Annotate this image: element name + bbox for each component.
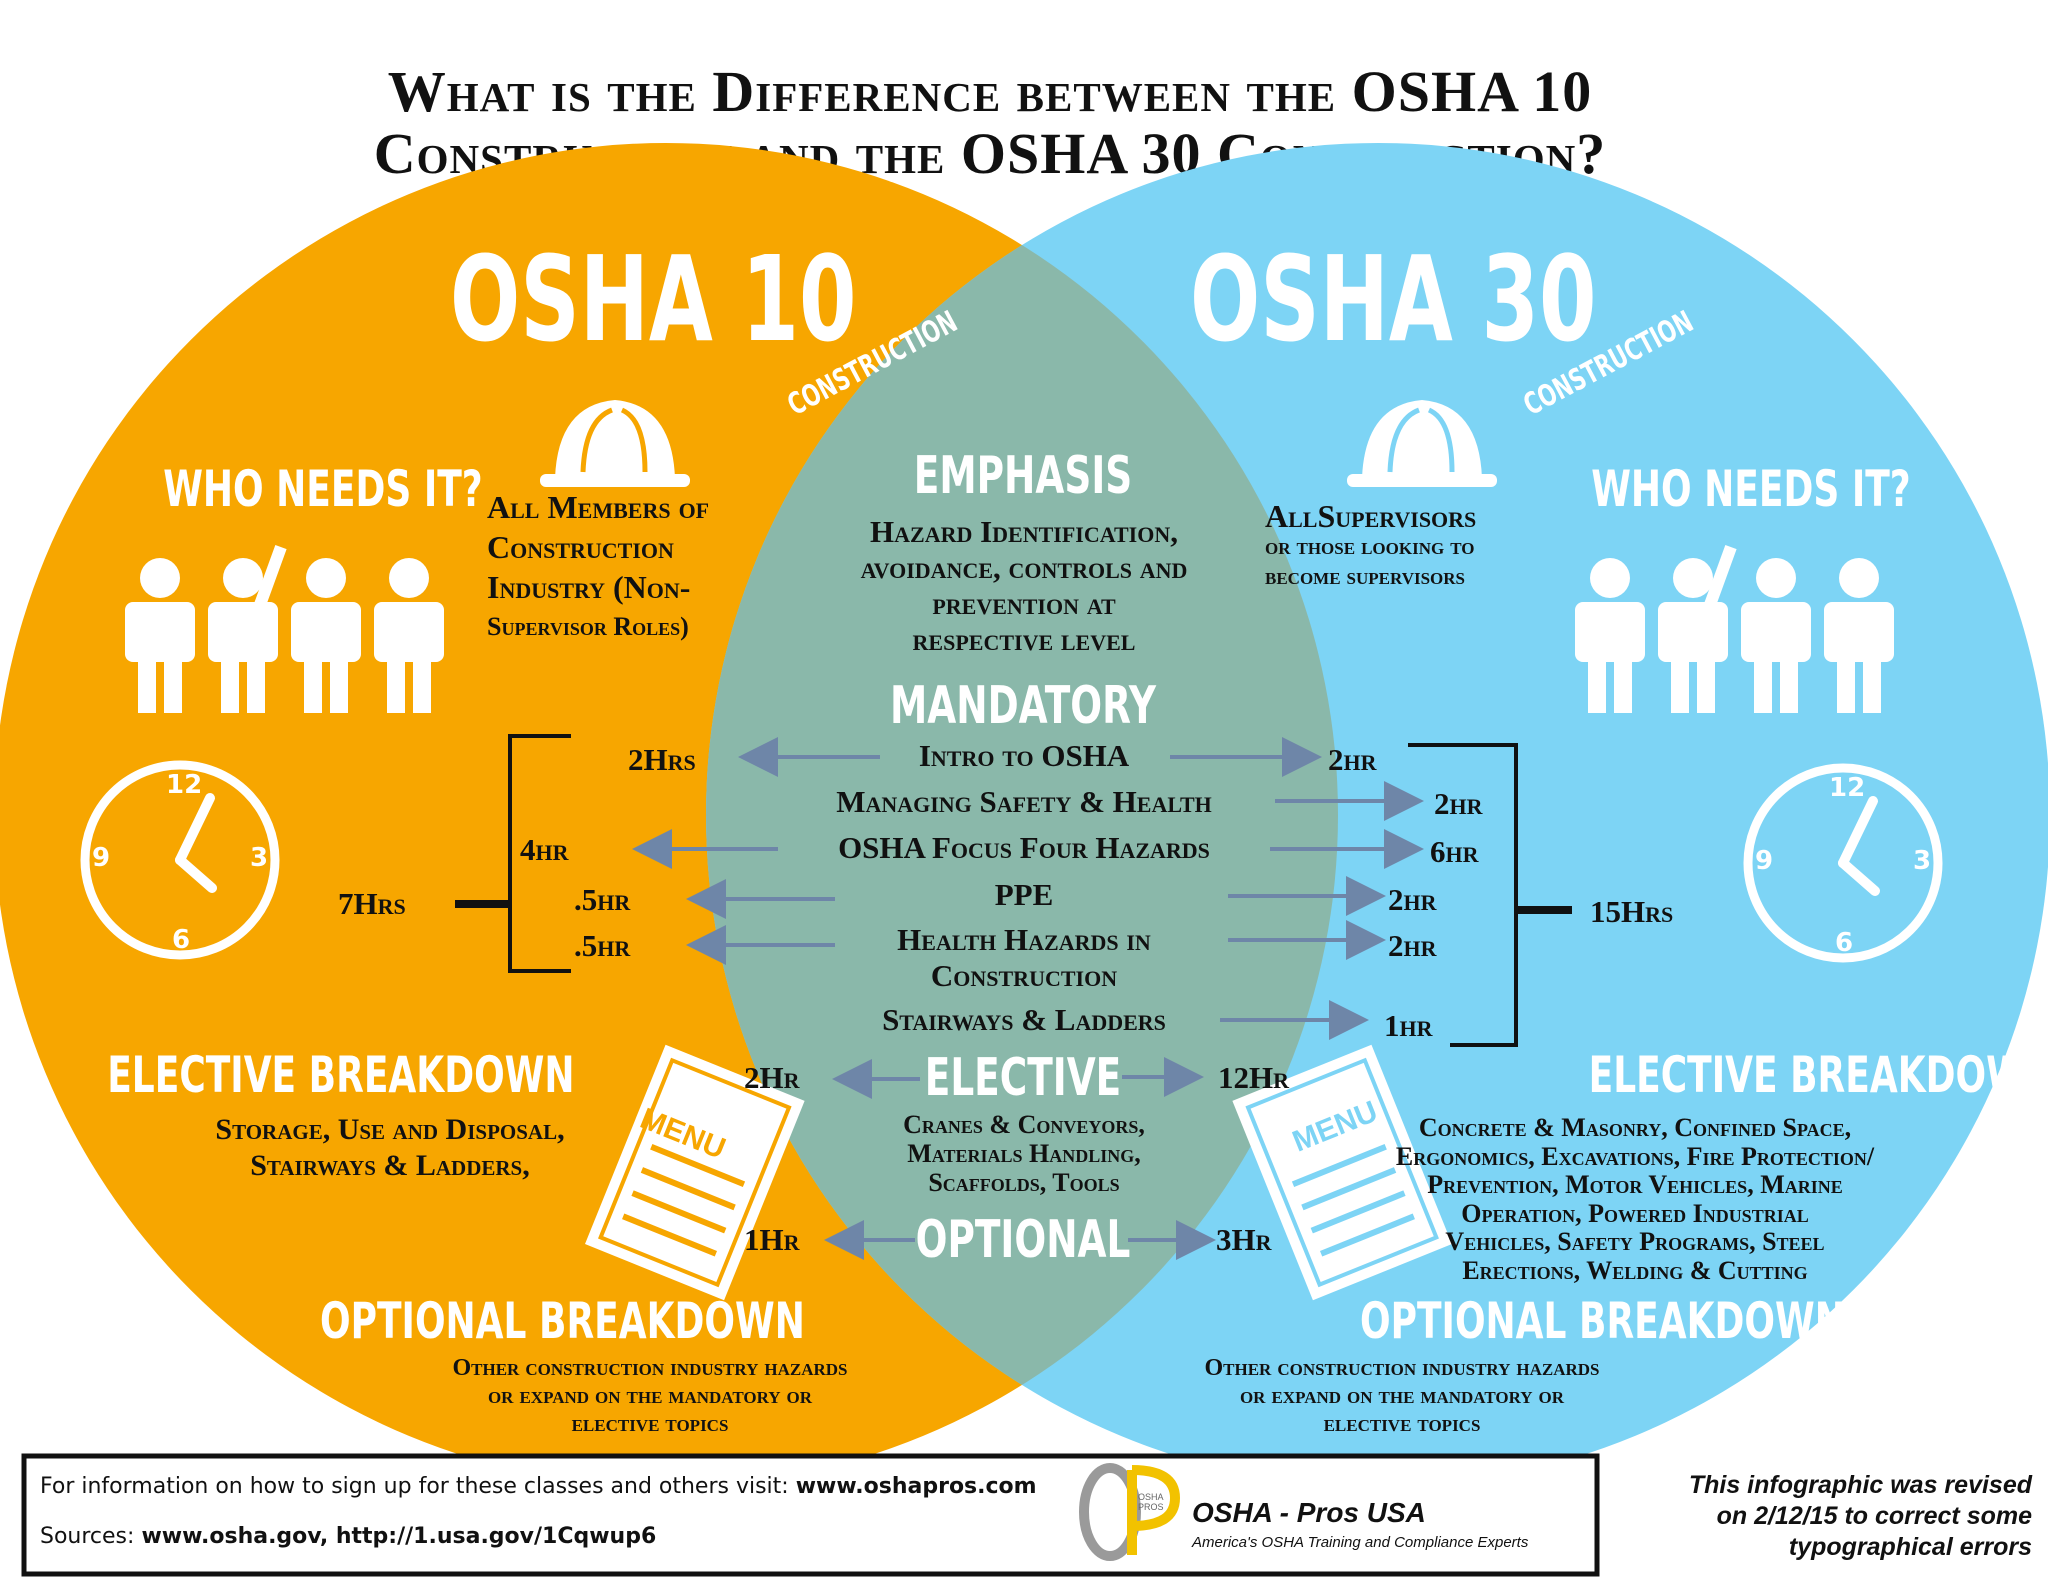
osha30-optional-hours: 3Hr xyxy=(1216,1222,1272,1257)
topic-ppe: PPE xyxy=(994,877,1054,912)
clock-left-6: 6 xyxy=(172,925,191,955)
clock-right-3: 3 xyxy=(1913,846,1932,876)
clock-icon-right xyxy=(1743,763,1943,963)
osha30-who-heading: WHO NEEDS IT? xyxy=(1591,460,1911,518)
footer-sources-links[interactable]: www.osha.gov, http://1.usa.gov/1Cqwup6 xyxy=(141,1524,657,1549)
topic-health-1: Health Hazards in xyxy=(897,922,1151,957)
emphasis-text: Hazard Identification, avoidance, contro… xyxy=(860,514,1188,657)
osha10-heading: OSHA 10 xyxy=(450,230,857,368)
revision-note: This infographic was revised on 2/12/15 … xyxy=(1688,1471,2032,1561)
osha30-total-hours: 15Hrs xyxy=(1590,894,1674,929)
osha10-elective-hours: 2Hr xyxy=(744,1060,800,1095)
clock-right-12: 12 xyxy=(1829,773,1866,803)
title-line-1: What is the Difference between the OSHA … xyxy=(387,59,1593,124)
osha-pros-logo xyxy=(1079,1463,1181,1561)
osha10-total-hours: 7Hrs xyxy=(338,886,406,921)
osha10-hours-focus: 4hr xyxy=(520,832,569,867)
footer-info-link[interactable]: www.oshapros.com xyxy=(795,1474,1037,1499)
clock-left-9: 9 xyxy=(92,843,111,873)
osha10-elective-text: Storage, Use and Disposal, Stairways & L… xyxy=(215,1113,565,1182)
center-elective-heading: ELECTIVE xyxy=(924,1048,1122,1108)
emphasis-heading: EMPHASIS xyxy=(913,446,1133,506)
topic-stairways: Stairways & Ladders xyxy=(882,1002,1166,1037)
topic-intro: Intro to OSHA xyxy=(918,738,1130,773)
osha30-heading: OSHA 30 xyxy=(1190,230,1597,368)
osha30-hours-health: 2hr xyxy=(1388,928,1437,963)
osha30-optional-heading: OPTIONAL BREAKDOWN xyxy=(1360,1292,1845,1350)
clock-right-9: 9 xyxy=(1755,846,1774,876)
osha30-bracket xyxy=(1408,743,1572,1047)
mandatory-arrows xyxy=(632,737,1424,1260)
osha10-hours-ppe: .5hr xyxy=(574,882,631,917)
osha30-hours-ppe: 2hr xyxy=(1388,882,1437,917)
center-optional-heading: OPTIONAL xyxy=(915,1210,1131,1270)
osha10-optional-text: Other construction industry hazards or e… xyxy=(452,1355,848,1437)
people-icon-right xyxy=(1575,545,1894,713)
osha10-bracket xyxy=(455,734,571,973)
mandatory-heading: MANDATORY xyxy=(890,676,1156,736)
osha30-hours-stairways: 1hr xyxy=(1384,1008,1433,1043)
osha10-who-text: All Members of Construction Industry (No… xyxy=(487,489,710,641)
center-elective-text: Cranes & Conveyors, Materials Handling, … xyxy=(903,1110,1145,1197)
osha30-elective-text: Concrete & Masonry, Confined Space, Ergo… xyxy=(1395,1113,1875,1285)
osha30-hours-intro: 2hr xyxy=(1328,742,1377,777)
osha10-optional-heading: OPTIONAL BREAKDOWN xyxy=(320,1292,805,1350)
logo-mark-text: OSHA PROS xyxy=(1138,1492,1164,1512)
menu-icon-right xyxy=(1232,1044,1452,1301)
hard-hat-icon-right xyxy=(1347,400,1497,487)
osha30-elective-heading: ELECTIVE BREAKDOWN xyxy=(1588,1046,2048,1104)
hard-hat-icon-left xyxy=(540,400,690,487)
osha30-hours-managing: 2hr xyxy=(1434,786,1483,821)
overlap-region xyxy=(706,143,1338,1487)
footer-sources: Sources: www.osha.gov, http://1.usa.gov/… xyxy=(40,1524,657,1549)
clock-left-3: 3 xyxy=(250,843,269,873)
menu-icon-left xyxy=(585,1044,805,1301)
clock-icon-left xyxy=(80,760,280,960)
osha10-elective-heading: ELECTIVE BREAKDOWN xyxy=(107,1046,575,1104)
osha10-who-heading: WHO NEEDS IT? xyxy=(163,460,483,518)
osha10-hours-intro: 2Hrs xyxy=(628,742,696,777)
footer-box xyxy=(21,1453,1600,1577)
osha10-hours-health: .5hr xyxy=(574,928,631,963)
footer-info: For information on how to sign up for th… xyxy=(40,1474,1037,1499)
brand-tagline: America's OSHA Training and Compliance E… xyxy=(1192,1534,1529,1551)
people-icon-left xyxy=(125,545,444,713)
osha30-optional-text: Other construction industry hazards or e… xyxy=(1204,1355,1600,1437)
osha10-optional-hours: 1Hr xyxy=(744,1222,800,1257)
osha30-who-text: AllSupervisors or those looking to becom… xyxy=(1265,498,1477,590)
topic-focus-four: OSHA Focus Four Hazards xyxy=(838,830,1210,865)
clock-left-12: 12 xyxy=(166,770,203,800)
topic-health-2: Construction xyxy=(930,958,1118,993)
osha30-hours-focus: 6hr xyxy=(1430,834,1479,869)
clock-right-6: 6 xyxy=(1835,928,1854,958)
brand-name: OSHA - Pros USA xyxy=(1192,1497,1426,1528)
topic-managing: Managing Safety & Health xyxy=(836,784,1212,819)
osha30-elective-hours: 12Hr xyxy=(1218,1060,1290,1095)
